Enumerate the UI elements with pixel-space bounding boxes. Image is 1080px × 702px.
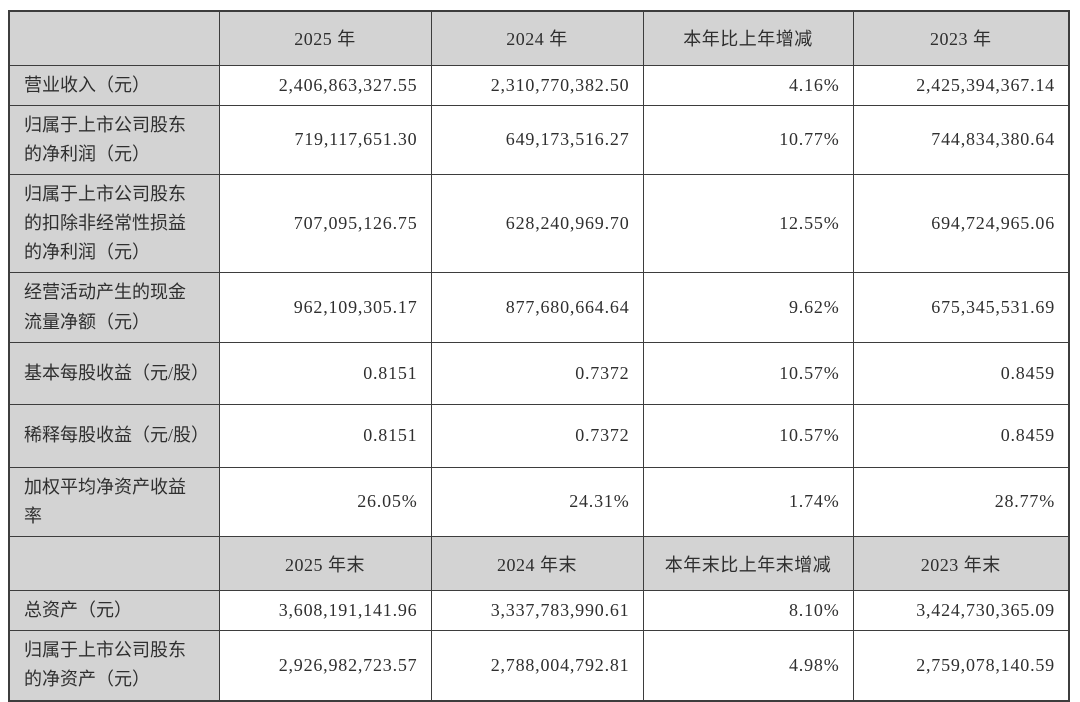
cell-value: 707,095,126.75 xyxy=(218,173,432,274)
cell-value: 1.74% xyxy=(642,466,854,538)
cell-value: 0.7372 xyxy=(430,403,644,468)
row-label: 经营活动产生的现金流量净额（元） xyxy=(8,272,220,343)
cell-value: 28.77% xyxy=(852,466,1070,538)
table-row-weighted-avg-roe: 加权平均净资产收益率 26.05% 24.31% 1.74% 28.77% xyxy=(8,466,1070,538)
cell-value: 3,424,730,365.09 xyxy=(852,590,1070,632)
cell-value: 9.62% xyxy=(642,272,854,343)
column-header-2025-yearend: 2025 年末 xyxy=(218,536,432,592)
cell-value: 719,117,651.30 xyxy=(218,104,432,175)
cell-value: 3,337,783,990.61 xyxy=(430,590,644,632)
cell-value: 649,173,516.27 xyxy=(430,104,644,175)
column-header-2025: 2025 年 xyxy=(218,10,432,66)
column-header-2023: 2023 年 xyxy=(852,10,1070,66)
column-header-2023-yearend: 2023 年末 xyxy=(852,536,1070,592)
cell-value: 962,109,305.17 xyxy=(218,272,432,343)
row-label: 归属于上市公司股东的扣除非经常性损益的净利润（元） xyxy=(8,173,220,274)
table-row-revenue: 营业收入（元） 2,406,863,327.55 2,310,770,382.5… xyxy=(8,64,1070,106)
column-header-2024-yearend: 2024 年末 xyxy=(430,536,644,592)
row-label: 加权平均净资产收益率 xyxy=(8,466,220,538)
column-header-yoy-change: 本年比上年增减 xyxy=(642,10,854,66)
row-label: 营业收入（元） xyxy=(8,64,220,106)
cell-value: 2,406,863,327.55 xyxy=(218,64,432,106)
cell-value: 877,680,664.64 xyxy=(430,272,644,343)
yearend-header-row: 2025 年末 2024 年末 本年末比上年末增减 2023 年末 xyxy=(8,536,1070,592)
table-row-total-assets: 总资产（元） 3,608,191,141.96 3,337,783,990.61… xyxy=(8,590,1070,632)
row-label: 归属于上市公司股东的净利润（元） xyxy=(8,104,220,175)
cell-value: 2,425,394,367.14 xyxy=(852,64,1070,106)
cell-value: 0.8459 xyxy=(852,403,1070,468)
cell-value: 694,724,965.06 xyxy=(852,173,1070,274)
cell-value: 675,345,531.69 xyxy=(852,272,1070,343)
column-header-yearend-change: 本年末比上年末增减 xyxy=(642,536,854,592)
row-label: 基本每股收益（元/股） xyxy=(8,341,220,405)
table-row-net-profit-excl-nonrecurring: 归属于上市公司股东的扣除非经常性损益的净利润（元） 707,095,126.75… xyxy=(8,173,1070,274)
table-row-net-profit: 归属于上市公司股东的净利润（元） 719,117,651.30 649,173,… xyxy=(8,104,1070,175)
cell-value: 0.8151 xyxy=(218,341,432,405)
table-row-operating-cash-flow: 经营活动产生的现金流量净额（元） 962,109,305.17 877,680,… xyxy=(8,272,1070,343)
table-row-diluted-eps: 稀释每股收益（元/股） 0.8151 0.7372 10.57% 0.8459 xyxy=(8,403,1070,468)
cell-value: 10.77% xyxy=(642,104,854,175)
row-label: 稀释每股收益（元/股） xyxy=(8,403,220,468)
cell-value: 8.10% xyxy=(642,590,854,632)
column-header-2024: 2024 年 xyxy=(430,10,644,66)
cell-value: 2,310,770,382.50 xyxy=(430,64,644,106)
row-label: 总资产（元） xyxy=(8,590,220,632)
financial-summary-table: 2025 年 2024 年 本年比上年增减 2023 年 营业收入（元） 2,4… xyxy=(8,10,1070,702)
cell-value: 3,608,191,141.96 xyxy=(218,590,432,632)
cell-value: 744,834,380.64 xyxy=(852,104,1070,175)
cell-value: 24.31% xyxy=(430,466,644,538)
cell-value: 26.05% xyxy=(218,466,432,538)
annual-header-row: 2025 年 2024 年 本年比上年增减 2023 年 xyxy=(8,10,1070,66)
cell-value: 0.7372 xyxy=(430,341,644,405)
cell-value: 10.57% xyxy=(642,403,854,468)
cell-value: 12.55% xyxy=(642,173,854,274)
cell-value: 0.8459 xyxy=(852,341,1070,405)
table-row-basic-eps: 基本每股收益（元/股） 0.8151 0.7372 10.57% 0.8459 xyxy=(8,341,1070,405)
cell-value: 4.16% xyxy=(642,64,854,106)
cell-value: 10.57% xyxy=(642,341,854,405)
corner-cell xyxy=(8,536,220,592)
cell-value: 0.8151 xyxy=(218,403,432,468)
corner-cell xyxy=(8,10,220,66)
cell-value: 628,240,969.70 xyxy=(430,173,644,274)
financial-summary: 2025 年 2024 年 本年比上年增减 2023 年 营业收入（元） 2,4… xyxy=(8,10,1070,702)
